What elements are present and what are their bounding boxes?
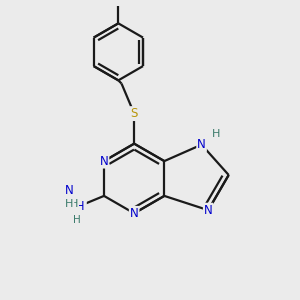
Text: N: N (197, 138, 206, 151)
Text: H: H (73, 215, 81, 225)
Text: H: H (70, 200, 78, 209)
Text: N: N (65, 184, 74, 197)
Text: H: H (65, 199, 74, 209)
Text: N: N (204, 204, 213, 217)
Text: S: S (130, 107, 138, 120)
Text: NH: NH (68, 200, 86, 214)
Text: H: H (212, 129, 220, 139)
Text: N: N (130, 207, 139, 220)
Text: N: N (100, 154, 108, 168)
